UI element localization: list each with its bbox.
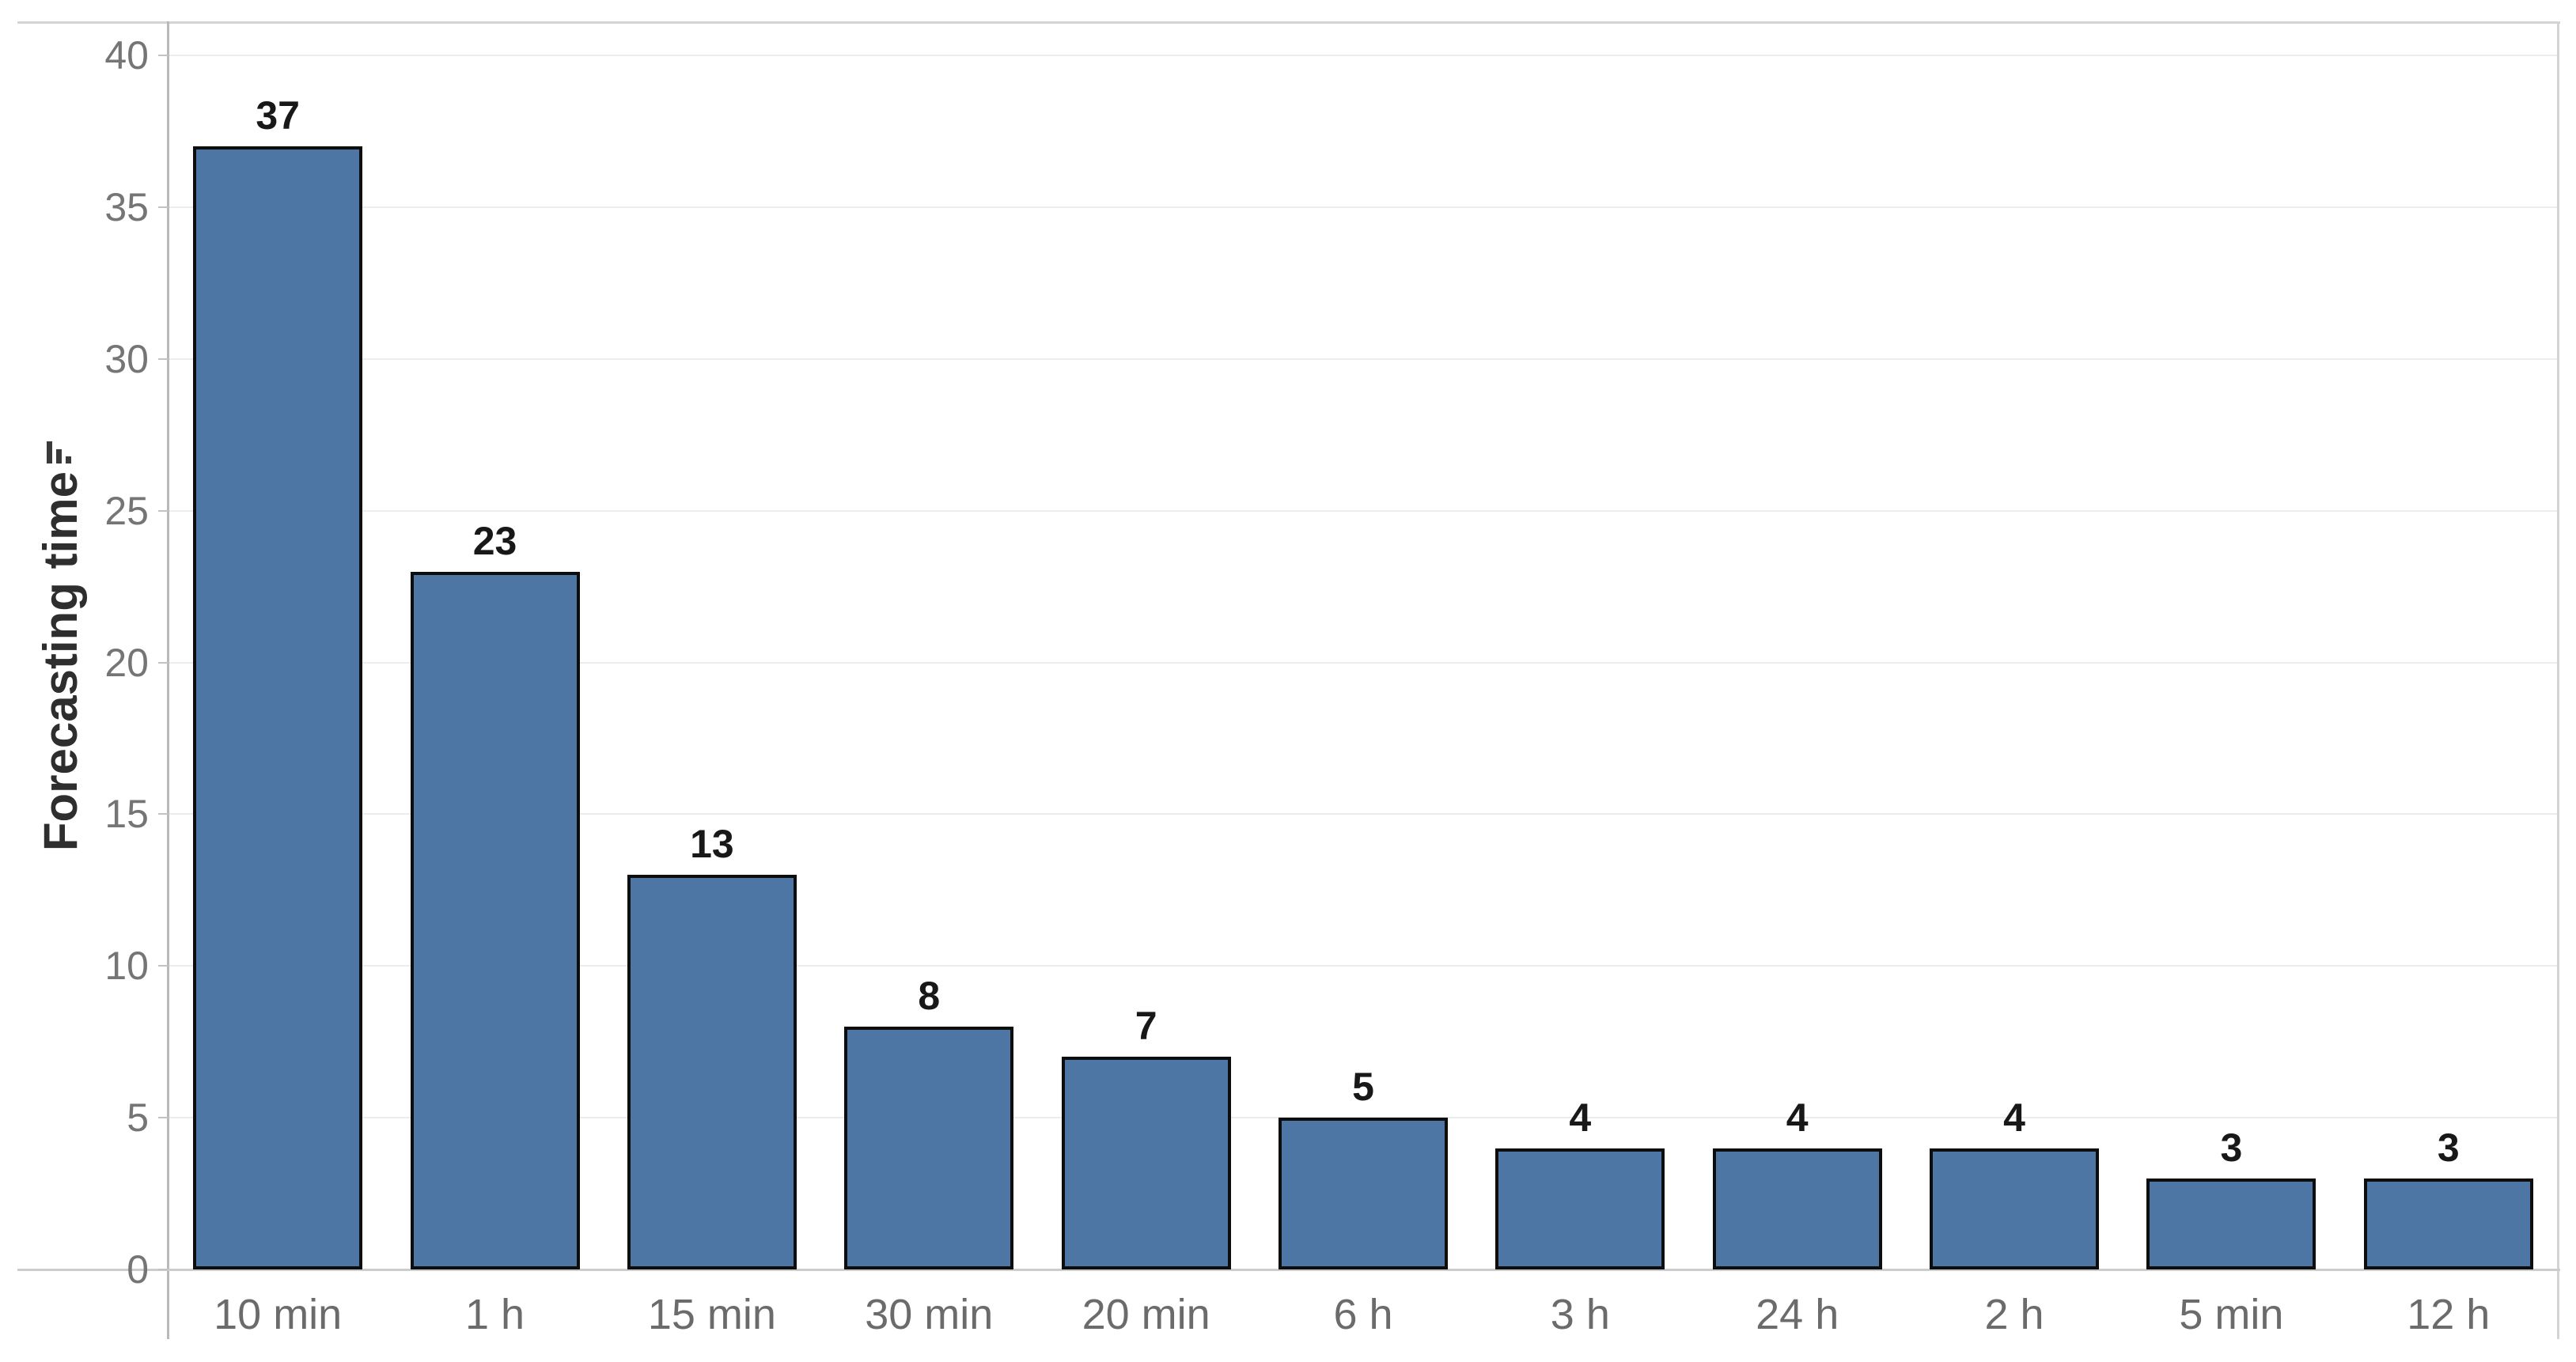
gridline: [169, 813, 2557, 815]
category-band: 5: [1255, 22, 1472, 1269]
bar[interactable]: [2146, 1178, 2317, 1269]
y-tick-mark: [158, 1117, 169, 1119]
category-band: 7: [1037, 22, 1254, 1269]
bar-value-label: 7: [1135, 1004, 1157, 1049]
bar[interactable]: [1712, 1148, 1882, 1269]
gridline: [169, 509, 2557, 512]
y-tick-label: 15: [104, 792, 149, 837]
y-tick-label: 35: [104, 185, 149, 230]
xlabels-layer: 10 min 1 h 15 min 30 min 20 min 6 h 3 h 24 h 2 h…: [169, 1279, 2557, 1350]
gridline: [169, 206, 2557, 209]
plot-border-right: [2557, 21, 2559, 1339]
bar-value-label: 3: [2220, 1125, 2243, 1170]
y-tick-label: 20: [104, 640, 149, 685]
gridline: [169, 661, 2557, 664]
y-tick-mark: [158, 509, 169, 512]
y-tick-mark: [158, 206, 169, 209]
category-label[interactable]: 24 h: [1756, 1291, 1839, 1338]
bar[interactable]: [1278, 1118, 1448, 1269]
bar[interactable]: [844, 1027, 1014, 1269]
bar[interactable]: [627, 875, 797, 1269]
category-label[interactable]: 2 h: [1984, 1291, 2044, 1338]
bar-value-label: 5: [1352, 1065, 1374, 1110]
y-tick-mark: [158, 813, 169, 815]
category-band: 4: [1689, 22, 1906, 1269]
bar[interactable]: [193, 146, 363, 1269]
bar-value-label: 3: [2437, 1125, 2460, 1170]
bar[interactable]: [1930, 1148, 2100, 1269]
bar-value-label: 4: [1786, 1095, 1809, 1140]
category-label[interactable]: 6 h: [1333, 1291, 1393, 1338]
y-axis-title-group: Forecasting time: [13, 22, 108, 1269]
gridline: [169, 965, 2557, 967]
category-label[interactable]: 30 min: [865, 1291, 994, 1338]
category-band: 13: [604, 22, 820, 1269]
category-label[interactable]: 15 min: [647, 1291, 776, 1338]
plot-border-top: [17, 21, 2560, 24]
y-tick-label: 40: [104, 33, 149, 78]
category-band: 4: [1472, 22, 1688, 1269]
bar-value-label: 13: [690, 822, 734, 867]
bar[interactable]: [2363, 1178, 2533, 1269]
y-axis-line: [167, 21, 169, 1339]
category-band: 4: [1906, 22, 2123, 1269]
y-tick-mark: [158, 965, 169, 967]
yticklabels-layer: 0 5 10 15 20 25 30 35 40: [0, 22, 155, 1292]
category-label[interactable]: 12 h: [2407, 1291, 2491, 1338]
category-band: 23: [386, 22, 603, 1269]
y-tick-mark: [158, 358, 169, 360]
category-band: 3: [2340, 22, 2557, 1269]
y-tick-label: 25: [104, 488, 149, 533]
bar-value-label: 4: [1569, 1095, 1592, 1140]
x-axis-line: [17, 1269, 2560, 1271]
plot-area: 37 23 13 8 7 5 4 4 4 3 3: [169, 22, 2557, 1269]
category-label[interactable]: 20 min: [1082, 1291, 1210, 1338]
category-band: 3: [2123, 22, 2339, 1269]
y-tick-label: 5: [127, 1095, 149, 1141]
category-label[interactable]: 10 min: [214, 1291, 343, 1338]
bar[interactable]: [410, 571, 580, 1269]
category-label[interactable]: 3 h: [1550, 1291, 1610, 1338]
category-label[interactable]: 5 min: [2179, 1291, 2284, 1338]
y-tick-label: 10: [104, 944, 149, 989]
bar[interactable]: [1495, 1148, 1665, 1269]
y-tick-mark: [158, 1269, 169, 1270]
bar-value-label: 23: [472, 518, 517, 563]
gridline: [169, 55, 2557, 57]
y-tick-label: 0: [127, 1247, 149, 1292]
y-tick-label: 30: [104, 336, 149, 381]
y-axis-title[interactable]: Forecasting time: [33, 471, 87, 852]
bar-value-label: 37: [256, 93, 300, 138]
tickmarks-layer: [158, 22, 169, 1270]
gridline: [169, 358, 2557, 360]
y-tick-mark: [158, 661, 169, 664]
bar-value-label: 8: [918, 974, 941, 1019]
bar-value-label: 4: [2003, 1095, 2025, 1140]
category-band: 8: [820, 22, 1037, 1269]
bar[interactable]: [1061, 1057, 1231, 1269]
category-band: 37: [169, 22, 386, 1269]
category-label[interactable]: 1 h: [465, 1291, 525, 1338]
y-tick-mark: [158, 55, 169, 57]
sort-descending-icon[interactable]: [47, 440, 74, 464]
